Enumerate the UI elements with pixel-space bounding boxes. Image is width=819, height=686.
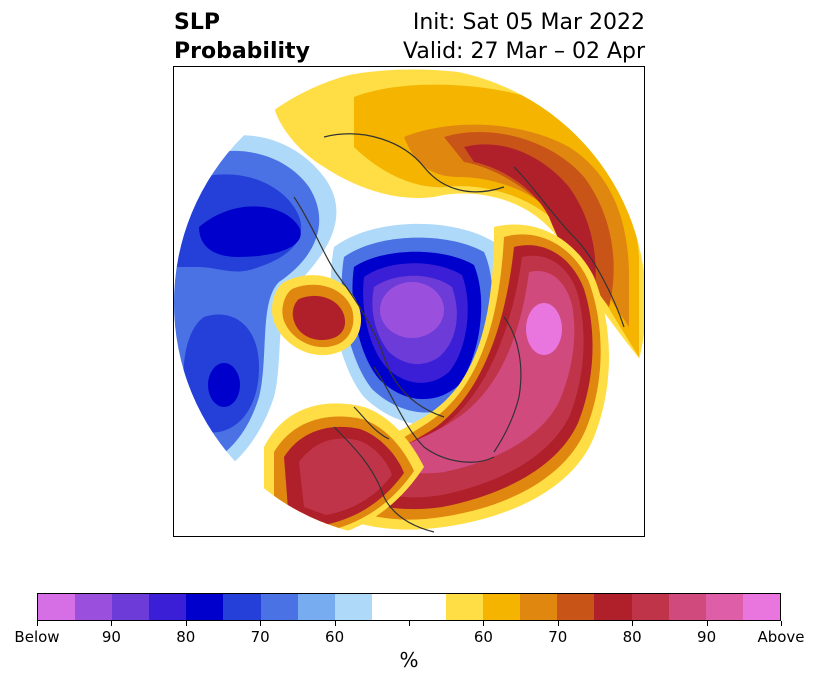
north-america-above-region: [264, 403, 424, 536]
colorbar-tick-mark: [409, 621, 410, 626]
colorbar-segment: [408, 594, 447, 620]
colorbar-tick-label: 70: [548, 628, 568, 646]
colorbar-segment: [112, 594, 150, 620]
colorbar-tick-mark: [37, 621, 38, 626]
colorbar-segment: [38, 594, 76, 620]
colorbar-tick-mark: [632, 621, 634, 626]
colorbar-segment: [742, 594, 780, 620]
map-panel: [173, 66, 645, 537]
arctic-below-region: [330, 223, 504, 426]
colorbar-unit: %: [399, 648, 419, 672]
colorbar-segment: [334, 594, 372, 620]
colorbar-tick-label: 80: [176, 628, 196, 646]
colorbar-segment: [149, 594, 187, 620]
colorbar-tick-label: 80: [622, 628, 642, 646]
colorbar-tick-mark: [706, 621, 708, 626]
alaska-above-region: [272, 275, 362, 356]
colorbar-tick-label: 60: [473, 628, 493, 646]
colorbar-segment: [186, 594, 224, 620]
colorbar-tick-mark: [111, 621, 113, 626]
title-variable: SLP: [174, 10, 220, 35]
colorbar-tick-label: 70: [250, 628, 270, 646]
colorbar-segment: [705, 594, 743, 620]
colorbar-tick-label: 90: [697, 628, 717, 646]
colorbar-segment: [483, 594, 521, 620]
colorbar-segment: [223, 594, 261, 620]
eurasia-above-region: [274, 69, 644, 367]
colorbar-segment: [446, 594, 484, 620]
colorbar-segment: [260, 594, 298, 620]
colorbar: [37, 593, 781, 621]
colorbar-segment: [668, 594, 706, 620]
colorbar-segment: [594, 594, 632, 620]
coastlines: [293, 133, 625, 533]
probability-map: [174, 67, 644, 536]
title-left: SLP Probability: [174, 8, 310, 66]
colorbar-tick-label: 60: [325, 628, 345, 646]
colorbar-tick-mark: [781, 621, 782, 626]
title-type: Probability: [174, 39, 310, 64]
colorbar-tick-label: Above: [757, 628, 805, 646]
init-date: Init: Sat 05 Mar 2022: [412, 10, 645, 35]
colorbar-segment: [297, 594, 335, 620]
valid-range: Valid: 27 Mar – 02 Apr: [403, 39, 645, 64]
colorbar-tick-mark: [483, 621, 485, 626]
title-right: Init: Sat 05 Mar 2022 Valid: 27 Mar – 02…: [403, 8, 645, 66]
colorbar-tick-mark: [557, 621, 559, 626]
colorbar-segment: [371, 594, 409, 620]
colorbar-tick-label: 90: [101, 628, 121, 646]
colorbar-tick-mark: [334, 621, 336, 626]
colorbar-tick-label: Below: [14, 628, 60, 646]
colorbar-segment: [75, 594, 113, 620]
colorbar-segment: [631, 594, 669, 620]
colorbar-tick-mark: [185, 621, 187, 626]
colorbar-segment: [557, 594, 595, 620]
pacific-below-region: [174, 135, 337, 487]
colorbar-tick-mark: [260, 621, 262, 626]
colorbar-segment: [520, 594, 558, 620]
